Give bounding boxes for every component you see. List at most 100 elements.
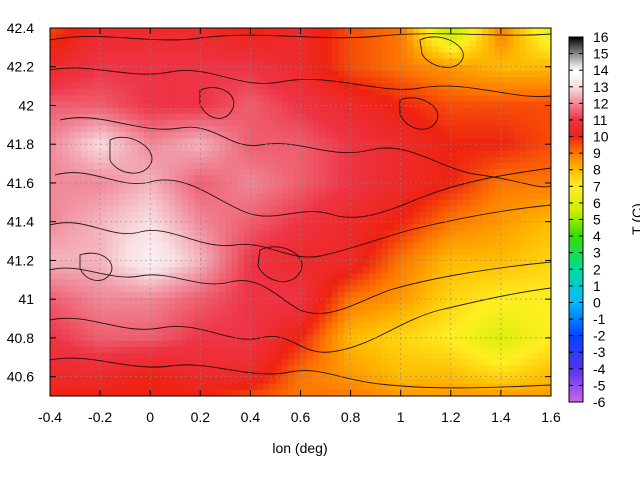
- heatmap-cell: [62, 297, 70, 305]
- heatmap-cell: [463, 285, 471, 293]
- heatmap-cell: [68, 144, 76, 152]
- heatmap-cell: [194, 95, 201, 103]
- heatmap-cell: [388, 89, 396, 97]
- heatmap-cell: [75, 199, 82, 207]
- heatmap-cell: [250, 181, 258, 189]
- heatmap-cell: [494, 70, 502, 78]
- heatmap-cell: [131, 28, 139, 35]
- heatmap-cell: [363, 77, 370, 84]
- heatmap-cell: [300, 334, 308, 342]
- heatmap-cell: [225, 64, 233, 72]
- heatmap-cell: [162, 46, 170, 54]
- heatmap-cell: [100, 218, 107, 225]
- heatmap-cell: [494, 285, 502, 293]
- heatmap-cell: [463, 377, 471, 385]
- heatmap-cell: [494, 371, 502, 379]
- heatmap-cell: [425, 144, 433, 152]
- heatmap-cell: [225, 359, 233, 366]
- heatmap-cell: [394, 181, 402, 189]
- heatmap-cell: [494, 107, 502, 115]
- heatmap-cell: [544, 138, 551, 146]
- heatmap-cell: [538, 199, 546, 207]
- heatmap-cell: [112, 328, 120, 336]
- heatmap-cell: [250, 77, 258, 84]
- heatmap-cell: [319, 64, 327, 72]
- heatmap-cell: [457, 340, 464, 348]
- heatmap-cell: [500, 334, 508, 342]
- heatmap-cell: [394, 156, 402, 164]
- heatmap-cell: [150, 254, 158, 262]
- heatmap-cell: [50, 40, 57, 47]
- heatmap-cell: [168, 304, 176, 311]
- heatmap-cell: [457, 236, 464, 244]
- heatmap-cell: [300, 101, 308, 109]
- heatmap-cell: [338, 193, 345, 201]
- heatmap-cell: [231, 279, 239, 287]
- heatmap-cell: [475, 113, 483, 121]
- heatmap-cell: [100, 279, 107, 287]
- heatmap-cell: [306, 304, 314, 311]
- heatmap-cell: [463, 34, 471, 41]
- heatmap-cell: [100, 46, 107, 54]
- heatmap-cell: [369, 187, 377, 195]
- heatmap-cell: [463, 267, 471, 274]
- heatmap-cell: [187, 310, 195, 317]
- heatmap-cell: [50, 205, 57, 213]
- heatmap-cell: [544, 64, 551, 72]
- colorbar-tick-label: -1: [593, 311, 606, 327]
- heatmap-cell: [457, 193, 464, 201]
- heatmap-cell: [544, 383, 551, 391]
- heatmap-cell: [488, 52, 496, 60]
- x-tick-label: 0.6: [291, 409, 311, 425]
- heatmap-cell: [463, 224, 471, 231]
- heatmap-cell: [469, 175, 477, 182]
- heatmap-cell: [300, 193, 308, 201]
- heatmap-cell: [388, 101, 396, 109]
- heatmap-cell: [62, 77, 70, 84]
- heatmap-cell: [519, 322, 527, 330]
- heatmap-cell: [56, 95, 64, 103]
- heatmap-cell: [344, 199, 352, 207]
- heatmap-cell: [112, 353, 120, 360]
- heatmap-cell: [450, 267, 458, 274]
- heatmap-cell: [306, 212, 314, 219]
- heatmap-cell: [81, 70, 89, 78]
- heatmap-cell: [200, 236, 208, 244]
- heatmap-cell: [56, 254, 64, 262]
- heatmap-cell: [269, 248, 277, 256]
- heatmap-cell: [212, 40, 220, 47]
- heatmap-cell: [513, 169, 521, 176]
- heatmap-cell: [457, 353, 464, 360]
- heatmap-cell: [131, 144, 139, 152]
- heatmap-cell: [269, 144, 277, 152]
- heatmap-cell: [194, 162, 201, 170]
- heatmap-cell: [212, 365, 220, 373]
- heatmap-cell: [106, 340, 114, 348]
- colorbar-tick-label: -3: [593, 344, 606, 360]
- heatmap-cell: [375, 279, 383, 287]
- heatmap-cell: [75, 291, 82, 299]
- heatmap-cell: [93, 334, 101, 342]
- heatmap-cell: [219, 175, 226, 182]
- heatmap-cell: [457, 126, 464, 133]
- heatmap-cell: [118, 156, 126, 164]
- heatmap-cell: [93, 77, 101, 84]
- heatmap-cell: [469, 316, 477, 323]
- heatmap-cell: [194, 279, 201, 287]
- heatmap-cell: [494, 126, 502, 133]
- heatmap-cell: [131, 304, 139, 311]
- heatmap-cell: [75, 52, 82, 60]
- heatmap-cell: [344, 113, 352, 121]
- heatmap-cell: [175, 316, 183, 323]
- heatmap-cell: [325, 242, 333, 250]
- heatmap-cell: [100, 144, 107, 152]
- heatmap-cell: [131, 291, 139, 299]
- heatmap-cell: [118, 181, 126, 189]
- heatmap-cell: [331, 107, 339, 115]
- heatmap-cell: [100, 150, 107, 158]
- heatmap-cell: [56, 70, 64, 78]
- heatmap-cell: [206, 120, 214, 127]
- heatmap-cell: [62, 132, 70, 139]
- heatmap-cell: [181, 273, 189, 281]
- heatmap-cell: [131, 156, 139, 164]
